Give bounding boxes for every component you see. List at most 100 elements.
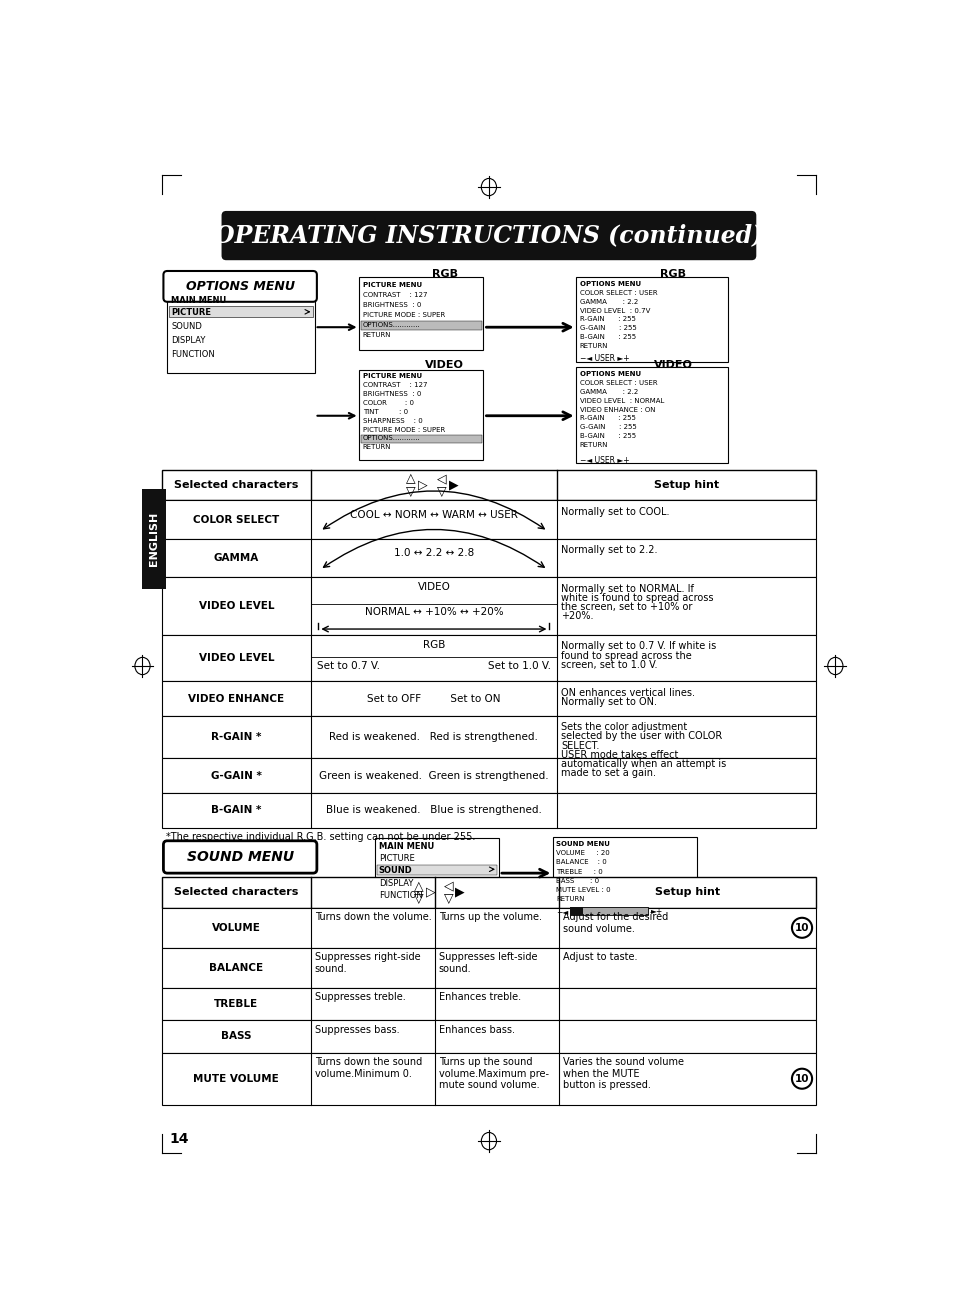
Text: USER mode takes effect: USER mode takes effect (560, 750, 678, 760)
Bar (360, 435, 481, 443)
Text: SELECT.: SELECT. (560, 740, 598, 751)
Text: B-GAIN *: B-GAIN * (211, 805, 261, 815)
Text: FUNCTION: FUNCTION (378, 890, 422, 899)
Text: Normally set to 2.2.: Normally set to 2.2. (560, 546, 657, 555)
Bar (162, 501, 815, 539)
Text: Sets the color adjustment: Sets the color adjustment (560, 722, 686, 732)
Bar (576, 367, 727, 463)
Text: Normally set to 0.7 V. If white is: Normally set to 0.7 V. If white is (560, 642, 716, 651)
Text: −◄ USER ►+: −◄ USER ►+ (579, 354, 629, 363)
Text: Selected characters: Selected characters (173, 480, 298, 490)
Text: G-GAIN *: G-GAIN * (211, 771, 261, 781)
Text: CONTRAST    : 127: CONTRAST : 127 (362, 292, 427, 297)
Text: VOLUME     : 20: VOLUME : 20 (556, 849, 610, 856)
Text: △: △ (414, 880, 423, 893)
Text: automatically when an attempt is: automatically when an attempt is (560, 759, 725, 769)
Text: Normally set to COOL.: Normally set to COOL. (560, 506, 669, 517)
Bar (162, 877, 815, 907)
Text: SOUND: SOUND (378, 867, 413, 876)
Text: TINT         : 0: TINT : 0 (362, 409, 407, 414)
Text: ▽: ▽ (414, 892, 423, 905)
Text: Set to 1.0 V.: Set to 1.0 V. (487, 660, 550, 671)
Text: −◄ USER ►+: −◄ USER ►+ (579, 456, 629, 464)
Bar (375, 839, 498, 907)
Text: VIDEO ENHANCE: VIDEO ENHANCE (188, 694, 284, 704)
FancyBboxPatch shape (163, 271, 316, 301)
Bar (162, 1052, 815, 1105)
Text: B-GAIN      : 255: B-GAIN : 255 (579, 334, 635, 341)
Text: RGB: RGB (432, 270, 457, 280)
Text: GAMMA       : 2.2: GAMMA : 2.2 (579, 299, 638, 305)
Text: COOL ↔ NORM ↔ WARM ↔ USER: COOL ↔ NORM ↔ WARM ↔ USER (350, 510, 517, 519)
Bar (553, 836, 696, 918)
Text: RETURN: RETURN (579, 343, 607, 348)
Text: Suppresses left-side
sound.: Suppresses left-side sound. (438, 952, 537, 974)
Text: FUNCTION: FUNCTION (171, 350, 214, 359)
Text: R-GAIN      : 255: R-GAIN : 255 (579, 317, 635, 322)
Text: OPERATING INSTRUCTIONS (continued): OPERATING INSTRUCTIONS (continued) (214, 224, 762, 247)
Text: COLOR SELECT : USER: COLOR SELECT : USER (579, 380, 657, 385)
Bar (570, 907, 582, 915)
Bar (570, 907, 647, 915)
Text: VIDEO LEVEL  : 0.7V: VIDEO LEVEL : 0.7V (579, 308, 649, 313)
Text: BRIGHTNESS  : 0: BRIGHTNESS : 0 (362, 301, 420, 308)
Bar (162, 469, 815, 501)
Text: screen, set to 1.0 V.: screen, set to 1.0 V. (560, 660, 657, 669)
Bar (376, 865, 497, 874)
Text: COLOR SELECT : USER: COLOR SELECT : USER (579, 289, 657, 296)
Text: MUTE VOLUME: MUTE VOLUME (193, 1074, 279, 1084)
Text: MUTE LEVEL : 0: MUTE LEVEL : 0 (556, 888, 610, 893)
Text: RETURN: RETURN (579, 442, 607, 448)
Bar (359, 277, 483, 350)
Text: DISPLAY: DISPLAY (171, 335, 205, 345)
Text: Normally set to NORMAL. If: Normally set to NORMAL. If (560, 584, 693, 593)
Text: MAIN MENU: MAIN MENU (171, 296, 226, 305)
Text: SHARPNESS    : 0: SHARPNESS : 0 (362, 418, 422, 423)
Text: RGB: RGB (422, 640, 445, 650)
Text: Adjust to taste.: Adjust to taste. (562, 952, 637, 963)
Text: DISPLAY: DISPLAY (378, 878, 413, 888)
Text: ON enhances vertical lines.: ON enhances vertical lines. (560, 688, 695, 697)
Text: Green is weakened.  Green is strengthened.: Green is weakened. Green is strengthened… (318, 771, 548, 781)
Text: Enhances bass.: Enhances bass. (438, 1024, 514, 1035)
Text: BALANCE    : 0: BALANCE : 0 (556, 859, 606, 865)
Text: Suppresses right-side
sound.: Suppresses right-side sound. (314, 952, 419, 974)
Text: VIDEO: VIDEO (417, 583, 450, 592)
Text: ▷: ▷ (417, 479, 427, 492)
Text: NORMAL ↔ +10% ↔ +20%: NORMAL ↔ +10% ↔ +20% (364, 608, 502, 618)
Text: R-GAIN *: R-GAIN * (211, 732, 261, 742)
Text: made to set a gain.: made to set a gain. (560, 768, 656, 778)
Text: OPTIONS............: OPTIONS............ (362, 435, 420, 442)
Text: Varies the sound volume
when the MUTE
button is pressed.: Varies the sound volume when the MUTE bu… (562, 1057, 683, 1090)
Text: ▽: ▽ (436, 485, 446, 497)
Text: R-GAIN      : 255: R-GAIN : 255 (579, 416, 635, 421)
Text: Adjust for the desired
sound volume.: Adjust for the desired sound volume. (562, 913, 667, 934)
Text: Enhances treble.: Enhances treble. (438, 993, 520, 1002)
Text: 10: 10 (794, 923, 808, 932)
Bar (162, 1020, 815, 1052)
Text: ►+: ►+ (650, 907, 662, 917)
Text: GAMMA       : 2.2: GAMMA : 2.2 (579, 389, 638, 394)
Text: Setup hint: Setup hint (654, 480, 719, 490)
Bar (162, 793, 815, 827)
Text: Blue is weakened.   Blue is strengthened.: Blue is weakened. Blue is strengthened. (326, 805, 541, 815)
Text: RGB: RGB (659, 270, 685, 280)
Text: Suppresses treble.: Suppresses treble. (314, 993, 405, 1002)
Text: Turns down the volume.: Turns down the volume. (314, 913, 431, 922)
Text: −◄: −◄ (556, 907, 568, 917)
Text: G-GAIN      : 255: G-GAIN : 255 (579, 425, 636, 430)
Text: RETURN: RETURN (362, 444, 391, 450)
Text: the screen, set to +10% or: the screen, set to +10% or (560, 602, 692, 611)
Text: COLOR        : 0: COLOR : 0 (362, 400, 414, 406)
Text: ENGLISH: ENGLISH (149, 512, 159, 565)
Text: Red is weakened.   Red is strengthened.: Red is weakened. Red is strengthened. (329, 732, 537, 742)
Text: TREBLE     : 0: TREBLE : 0 (556, 868, 602, 874)
Text: RETURN: RETURN (362, 331, 391, 338)
Text: ◁: ◁ (443, 880, 453, 893)
Text: G-GAIN      : 255: G-GAIN : 255 (579, 325, 636, 331)
Bar (162, 907, 815, 948)
Text: Normally set to ON.: Normally set to ON. (560, 697, 657, 706)
Text: VIDEO LEVEL: VIDEO LEVEL (198, 654, 274, 663)
Text: OPTIONS............: OPTIONS............ (362, 322, 420, 327)
Text: Turns down the sound
volume.Minimum 0.: Turns down the sound volume.Minimum 0. (314, 1057, 421, 1078)
